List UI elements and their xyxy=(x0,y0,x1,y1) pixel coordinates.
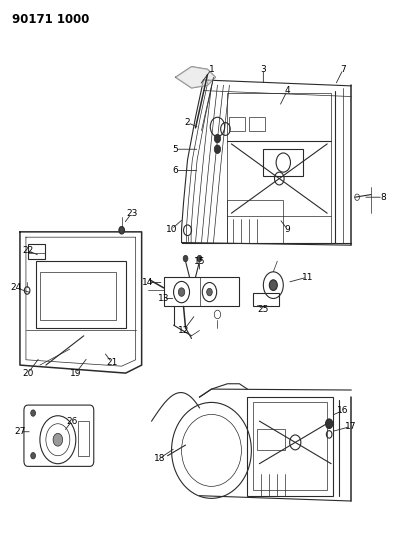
Circle shape xyxy=(31,410,36,416)
Text: 18: 18 xyxy=(154,454,165,463)
Text: 7: 7 xyxy=(340,65,346,74)
Circle shape xyxy=(178,288,185,296)
Bar xyxy=(227,200,283,243)
Text: 20: 20 xyxy=(22,369,34,377)
Circle shape xyxy=(207,288,212,296)
Text: 15: 15 xyxy=(194,257,205,265)
Text: 27: 27 xyxy=(14,427,26,436)
Text: 14: 14 xyxy=(142,278,153,287)
Text: 3: 3 xyxy=(261,65,266,74)
Bar xyxy=(253,402,327,490)
Circle shape xyxy=(197,255,202,262)
Bar xyxy=(249,117,265,131)
Text: 24: 24 xyxy=(10,284,22,292)
Circle shape xyxy=(119,227,124,234)
Text: 12: 12 xyxy=(178,326,189,335)
Text: 8: 8 xyxy=(380,193,386,201)
Text: 5: 5 xyxy=(173,145,178,154)
Text: 2: 2 xyxy=(185,118,190,127)
Circle shape xyxy=(214,134,221,143)
Bar xyxy=(164,277,239,306)
Text: 1: 1 xyxy=(209,65,214,74)
Bar xyxy=(36,261,126,328)
Text: 21: 21 xyxy=(106,358,117,367)
Circle shape xyxy=(214,145,221,154)
Bar xyxy=(247,397,333,496)
Text: 22: 22 xyxy=(22,246,34,255)
Text: 9: 9 xyxy=(284,225,290,233)
Text: 19: 19 xyxy=(70,369,81,377)
Circle shape xyxy=(31,453,36,459)
Text: 10: 10 xyxy=(166,225,177,233)
Text: 23: 23 xyxy=(126,209,137,217)
Bar xyxy=(263,149,303,176)
Circle shape xyxy=(53,433,63,446)
Bar xyxy=(28,244,45,259)
Bar xyxy=(78,421,89,456)
Text: 13: 13 xyxy=(158,294,169,303)
Text: 4: 4 xyxy=(284,86,290,95)
Polygon shape xyxy=(176,67,215,88)
Text: 90171 1000: 90171 1000 xyxy=(12,13,89,26)
Text: 6: 6 xyxy=(173,166,178,175)
Text: 26: 26 xyxy=(66,417,77,425)
Circle shape xyxy=(326,419,333,429)
Bar xyxy=(257,429,285,450)
Circle shape xyxy=(269,280,277,290)
Circle shape xyxy=(183,255,188,262)
Bar xyxy=(40,272,116,320)
Bar xyxy=(229,117,245,131)
Bar xyxy=(253,293,279,306)
Text: 11: 11 xyxy=(302,273,313,281)
Text: 17: 17 xyxy=(346,422,357,431)
Text: 16: 16 xyxy=(338,406,349,415)
Text: 25: 25 xyxy=(258,305,269,313)
